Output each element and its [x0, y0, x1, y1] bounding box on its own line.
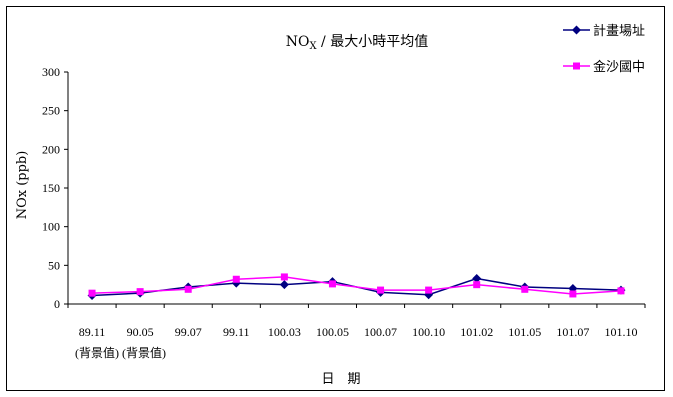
data-point	[521, 285, 529, 293]
x-tick-label: 99.07	[175, 325, 202, 339]
chart-frame	[6, 6, 665, 391]
x-category-note-1: (背景值)	[75, 345, 119, 360]
data-point	[425, 286, 433, 294]
x-tick-label: 101.10	[604, 325, 637, 339]
data-point	[377, 286, 385, 294]
x-tick-label: 100.03	[268, 325, 301, 339]
y-tick-label: 250	[42, 104, 60, 118]
legend-marker	[572, 25, 581, 35]
x-category-note-2: (背景值)	[122, 345, 166, 360]
data-point	[279, 280, 289, 290]
data-point	[136, 288, 144, 296]
data-point	[472, 273, 482, 283]
y-axis-label: NOx (ppb)	[15, 151, 30, 220]
data-point	[88, 289, 96, 297]
legend-item-2: 金沙國中	[563, 59, 645, 75]
axes: 0 50 100 150 200 250 300 89.11 90.05 99.07 99.11 10…	[42, 65, 646, 339]
legend-label: 計畫場址	[593, 23, 645, 39]
data-point	[569, 290, 577, 298]
data-point	[232, 275, 240, 283]
y-tick-label: 100	[42, 220, 60, 234]
x-tick-label: 90.05	[127, 325, 154, 339]
data-point	[184, 285, 192, 293]
x-tick-label: 99.11	[223, 325, 250, 339]
y-tick-label: 150	[42, 181, 60, 195]
x-tick-label: 100.05	[316, 325, 349, 339]
legend-label: 金沙國中	[593, 59, 645, 75]
y-tick-label: 0	[54, 297, 60, 311]
series-2	[88, 273, 625, 298]
x-tick-label: 101.02	[460, 325, 493, 339]
data-point	[328, 280, 336, 288]
y-tick-label: 50	[48, 258, 60, 272]
y-tick-label: 300	[42, 65, 60, 79]
chart-title: NOX / 最大小時平均值	[286, 34, 428, 52]
y-tick-label: 200	[42, 142, 60, 156]
legend-item-1: 計畫場址	[563, 23, 645, 39]
x-axis-label: 日 期	[321, 372, 360, 387]
data-point	[280, 273, 288, 281]
data-point	[617, 287, 625, 295]
x-tick-label: 100.07	[364, 325, 397, 339]
x-tick-label: 89.11	[79, 325, 106, 339]
legend-marker	[573, 62, 580, 70]
x-tick-label: 100.10	[412, 325, 445, 339]
x-tick-label: 101.07	[556, 325, 589, 339]
data-point	[473, 281, 481, 289]
series-layer	[87, 273, 626, 300]
x-tick-label: 101.05	[508, 325, 541, 339]
series-line	[92, 276, 622, 295]
